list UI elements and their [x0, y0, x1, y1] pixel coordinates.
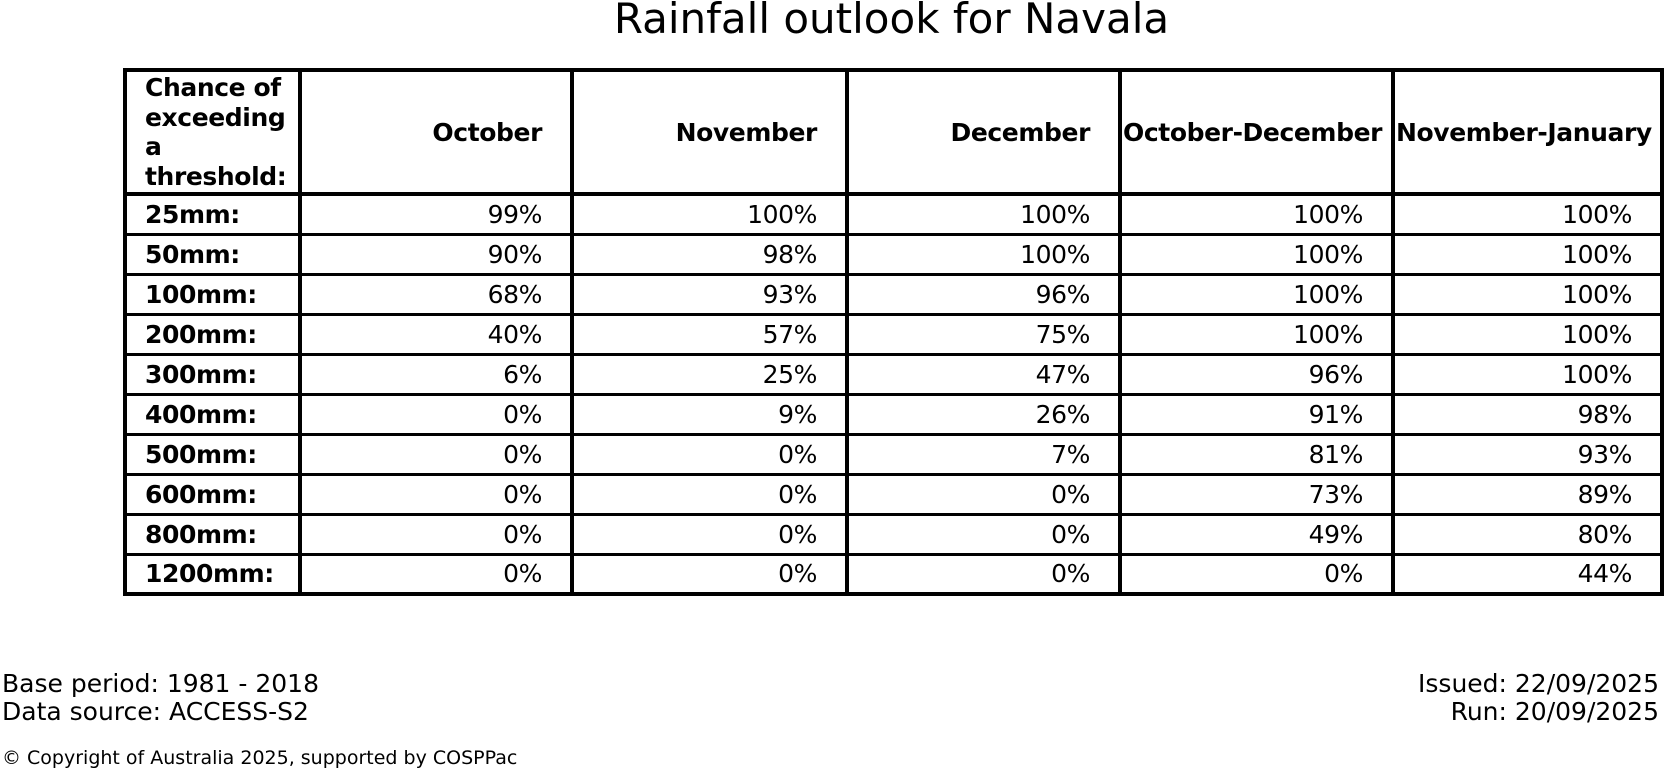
table-cell: 0% [570, 432, 849, 476]
table-cell: 100% [1391, 312, 1664, 356]
row-label: 50mm: [123, 232, 302, 276]
table-cell: 100% [1118, 232, 1395, 276]
header-row: Chance of exceeding a threshold: October… [123, 68, 1664, 196]
table-cell: 100% [570, 192, 849, 236]
issued-date-text: Issued: 22/09/2025 [1418, 669, 1659, 698]
table-cell: 100% [1391, 272, 1664, 316]
row-label: 1200mm: [123, 552, 302, 596]
table-cell: 0% [1118, 552, 1395, 596]
column-header-october-december: October-December [1118, 68, 1395, 196]
row-label: 25mm: [123, 192, 302, 236]
table-cell: 75% [845, 312, 1122, 356]
table-cell: 40% [298, 312, 574, 356]
footer-left: Base period: 1981 - 2018 Data source: AC… [2, 670, 319, 726]
row-label: 200mm: [123, 312, 302, 356]
table-cell: 0% [570, 512, 849, 556]
table-cell: 0% [298, 392, 574, 436]
table-cell: 49% [1118, 512, 1395, 556]
data-source-text: Data source: ACCESS-S2 [2, 697, 309, 726]
table-cell: 0% [570, 472, 849, 516]
table-cell: 0% [845, 512, 1122, 556]
table-cell: 96% [1118, 352, 1395, 396]
table-cell: 100% [1391, 192, 1664, 236]
table-cell: 0% [845, 472, 1122, 516]
table-cell: 26% [845, 392, 1122, 436]
column-header-november-january: November-January [1391, 68, 1664, 196]
column-header-october: October [298, 68, 574, 196]
run-date-text: Run: 20/09/2025 [1450, 697, 1659, 726]
table-cell: 0% [845, 552, 1122, 596]
table-cell: 80% [1391, 512, 1664, 556]
table-cell: 68% [298, 272, 574, 316]
table-row-200mm: 200mm: 40% 57% 75% 100% 100% [123, 312, 1664, 356]
table-row-300mm: 300mm: 6% 25% 47% 96% 100% [123, 352, 1664, 396]
table-cell: 73% [1118, 472, 1395, 516]
row-label: 500mm: [123, 432, 302, 476]
table-row-1200mm: 1200mm: 0% 0% 0% 0% 44% [123, 552, 1664, 596]
table-cell: 0% [298, 512, 574, 556]
table-cell: 90% [298, 232, 574, 276]
row-label: 400mm: [123, 392, 302, 436]
copyright-text: © Copyright of Australia 2025, supported… [2, 747, 518, 769]
page-title: Rainfall outlook for Navala [613, 0, 1170, 43]
table-row-25mm: 25mm: 99% 100% 100% 100% 100% [123, 192, 1664, 236]
table-cell: 81% [1118, 432, 1395, 476]
row-label: 300mm: [123, 352, 302, 396]
table-cell: 98% [570, 232, 849, 276]
column-header-november: November [570, 68, 849, 196]
table-cell: 93% [1391, 432, 1664, 476]
table-cell: 89% [1391, 472, 1664, 516]
table-cell: 100% [1391, 352, 1664, 396]
table-cell: 0% [298, 432, 574, 476]
row-label: 600mm: [123, 472, 302, 516]
table-cell: 0% [570, 552, 849, 596]
base-period-text: Base period: 1981 - 2018 [2, 669, 319, 698]
table-cell: 0% [298, 552, 574, 596]
table-cell: 100% [1118, 312, 1395, 356]
footer-right: Issued: 22/09/2025 Run: 20/09/2025 [1418, 670, 1659, 726]
table-row-400mm: 400mm: 0% 9% 26% 91% 98% [123, 392, 1664, 436]
table-cell: 100% [1391, 232, 1664, 276]
table-row-100mm: 100mm: 68% 93% 96% 100% 100% [123, 272, 1664, 316]
table-row-50mm: 50mm: 90% 98% 100% 100% 100% [123, 232, 1664, 276]
table-cell: 98% [1391, 392, 1664, 436]
row-label: 100mm: [123, 272, 302, 316]
table-cell: 47% [845, 352, 1122, 396]
row-label: 800mm: [123, 512, 302, 556]
table-cell: 6% [298, 352, 574, 396]
table-cell: 25% [570, 352, 849, 396]
table-cell: 100% [1118, 272, 1395, 316]
corner-header: Chance of exceeding a threshold: [123, 68, 302, 196]
table-cell: 100% [845, 192, 1122, 236]
table-cell: 93% [570, 272, 849, 316]
rainfall-outlook-table: Chance of exceeding a threshold: October… [123, 68, 1664, 596]
table-cell: 99% [298, 192, 574, 236]
table-cell: 57% [570, 312, 849, 356]
table-cell: 100% [845, 232, 1122, 276]
table-cell: 0% [298, 472, 574, 516]
table-cell: 96% [845, 272, 1122, 316]
table-row-800mm: 800mm: 0% 0% 0% 49% 80% [123, 512, 1664, 556]
table-cell: 7% [845, 432, 1122, 476]
column-header-december: December [845, 68, 1122, 196]
table-row-600mm: 600mm: 0% 0% 0% 73% 89% [123, 472, 1664, 516]
table-cell: 9% [570, 392, 849, 436]
table-cell: 44% [1391, 552, 1664, 596]
table-row-500mm: 500mm: 0% 0% 7% 81% 93% [123, 432, 1664, 476]
table-cell: 91% [1118, 392, 1395, 436]
table-cell: 100% [1118, 192, 1395, 236]
